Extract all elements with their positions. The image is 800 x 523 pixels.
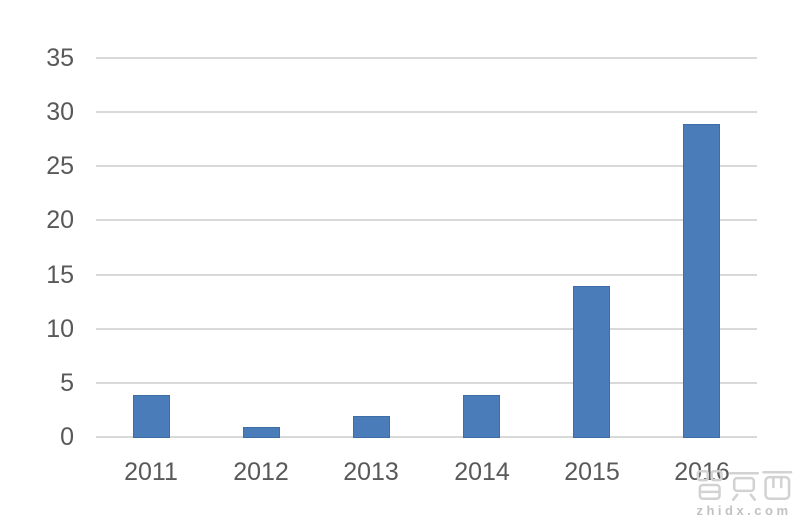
y-axis-tick-label: 25 [46,152,74,181]
x-axis-label-2012: 2012 [233,458,289,486]
gridline-10 [96,327,757,330]
bar-2014 [463,395,500,438]
y-axis-tick-label: 0 [60,423,74,451]
gridline-25 [96,165,757,168]
gridline-30 [96,111,757,114]
x-axis-label-2013: 2013 [343,458,399,486]
y-axis-tick-label: 15 [46,260,74,289]
y-axis-tick-label: 30 [46,98,74,127]
x-axis-label-2016: 2016 [674,458,730,486]
x-axis-label-2015: 2015 [564,458,620,486]
x-axis-label-2011: 2011 [124,458,178,486]
gridline-35 [96,57,757,59]
y-axis-tick-label: 35 [46,44,74,72]
bar-2012 [243,427,280,438]
x-axis-label-2014: 2014 [454,458,510,486]
bar-2013 [353,416,390,438]
bar-2015 [573,286,610,438]
gridline-0 [96,436,757,438]
gridline-5 [96,381,757,384]
bar-2016 [683,124,720,438]
gridline-20 [96,219,757,222]
y-axis-tick-label: 10 [46,314,74,343]
bar-2011 [133,395,170,438]
gridline-15 [96,273,757,276]
y-axis-tick-label: 5 [60,368,74,397]
y-axis-tick-label: 20 [46,206,74,235]
